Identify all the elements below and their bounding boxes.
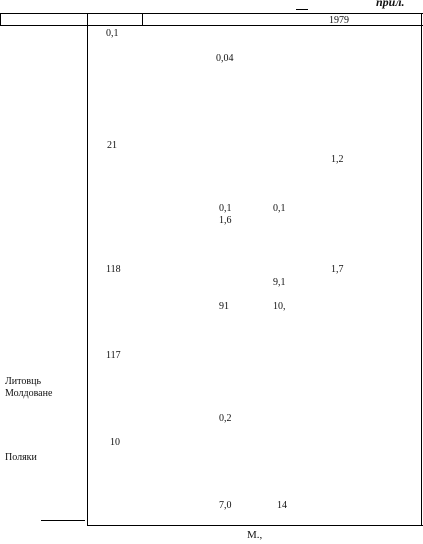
cell-value: 7,0 [219,500,232,511]
source-footer: М., [247,529,263,541]
column-divider-1 [87,13,88,525]
cell-value: 1,2 [331,154,344,165]
cell-value: 0,2 [219,413,232,424]
cell-value: 118 [106,264,121,275]
header-bottom-rule [0,25,423,26]
row-label-polyaki: Поляки [5,452,37,463]
cell-value: 0,04 [216,53,234,64]
footnote-rule [41,520,85,521]
column-divider-2 [142,13,143,25]
row-label-litovtsy: Литовць [5,376,42,387]
cell-value: 21 [107,140,117,151]
cell-value: 0,1 [106,28,119,39]
cell-value: 0,1 [273,203,286,214]
cell-value: 9,1 [273,277,286,288]
cell-value: 1,7 [331,264,344,275]
table-bottom-rule [87,525,423,526]
appendix-label: прил. [376,0,405,9]
cell-value: 1,6 [219,215,232,226]
row-label-moldavane: Молдоване [5,388,53,399]
cell-value: 0,1 [219,203,232,214]
year-header: 1979 [329,15,349,26]
cell-value: 10 [110,437,120,448]
cell-value: 14 [277,500,287,511]
cell-value: 10, [273,301,286,312]
header-dash [296,9,308,10]
cell-value: 91 [219,301,229,312]
cell-value: 117 [106,350,121,361]
table-right-rule [421,13,422,525]
table-top-rule [0,13,423,14]
table-left-rule [0,13,1,25]
